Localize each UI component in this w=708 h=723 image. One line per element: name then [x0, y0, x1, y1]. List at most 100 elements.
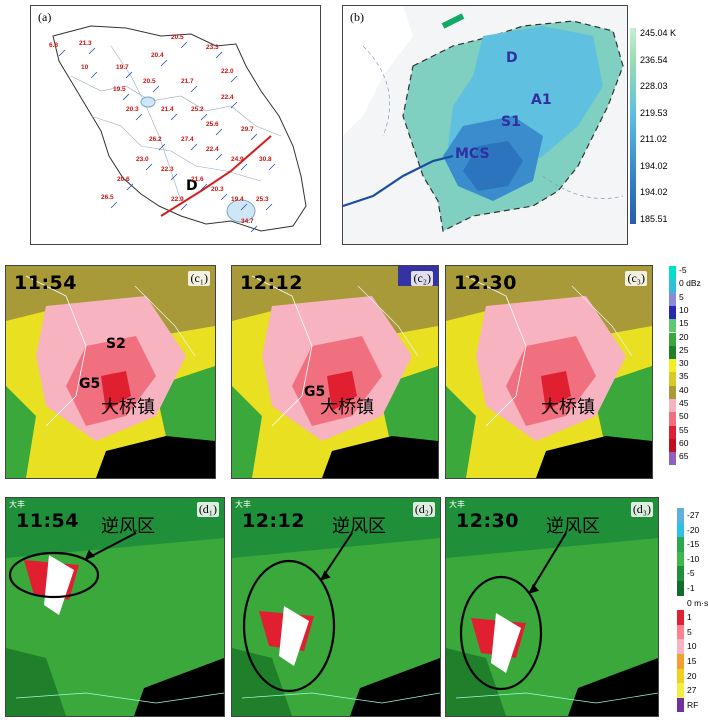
town-label: 大桥镇 — [541, 397, 595, 418]
reflectivity-swatch — [669, 332, 676, 346]
velocity-swatch — [677, 697, 684, 713]
velocity-label: 20 — [687, 670, 697, 681]
velocity-label: -27 — [687, 510, 700, 520]
tbb-colorbar-label: 211.02 — [640, 134, 667, 144]
station-value: 34.7 — [241, 218, 254, 225]
reflectivity-swatch — [669, 345, 676, 360]
reflectivity-label: 35 — [679, 371, 689, 382]
storm-marker-d: D — [186, 178, 198, 194]
reflectivity-panel-label: (c₁) — [188, 271, 210, 286]
station-corner-label: 大丰 — [449, 500, 465, 509]
velocity-label: 15 — [687, 656, 697, 666]
velocity-label: 1 — [687, 612, 692, 623]
panel-b-satellite: (b) D A1 S1 MCS — [342, 5, 628, 245]
wind-barb — [190, 85, 198, 93]
station-value: 22.0 — [221, 68, 234, 75]
station-value: 21.7 — [181, 78, 194, 85]
reflectivity-swatch — [669, 452, 676, 466]
wind-barb — [160, 59, 168, 67]
velocity-swatch — [677, 581, 684, 596]
velocity-swatch — [677, 639, 684, 654]
station-value: 22.4 — [221, 94, 234, 101]
station-values-layer: 6.8 21.3 10 19.7 20.4 20.5 23.3 22.0 20.5 21.7 19.… — [31, 6, 320, 244]
region-mcs: MCS — [455, 146, 490, 162]
wind-barb — [215, 51, 223, 59]
wind-barb — [170, 173, 178, 181]
station-corner-label: 大丰 — [235, 500, 251, 509]
wind-barb — [265, 203, 273, 211]
tbb-colorbar-gradient — [630, 28, 636, 224]
reflectivity-label: 25 — [679, 344, 689, 355]
velocity-swatch — [677, 654, 684, 669]
velocity-swatch — [677, 551, 684, 567]
station-value: 22.4 — [206, 146, 219, 153]
station-value: 21.4 — [161, 106, 174, 113]
reflectivity-label: 60 — [679, 437, 689, 448]
wind-barb — [122, 93, 130, 101]
velocity-swatch — [677, 610, 684, 625]
panel-a-map: (a) D 6.8 21.3 10 19.7 20.4 20.5 23.3 22.0 20.5 2… — [30, 5, 321, 245]
station-value: 23.3 — [206, 44, 219, 51]
reflectivity-label: 55 — [679, 424, 689, 435]
wind-barb — [230, 101, 238, 109]
velocity-time: 12:30 — [456, 510, 519, 532]
velocity-panel-3: 大丰 12:30 (d₃) 逆风区 — [445, 497, 659, 717]
velocity-swatch — [677, 595, 684, 611]
station-value: 25.2 — [191, 106, 204, 113]
wind-barb — [125, 71, 133, 79]
region-a1: A1 — [531, 92, 552, 108]
station-value: 24.9 — [231, 156, 244, 163]
tbb-colorbar-label: 228.03 — [640, 81, 668, 91]
station-value: 20.3 — [211, 186, 224, 193]
reflectivity-panel-1: 11:54 (c₁) 大桥镇 S2 G5 — [5, 265, 216, 479]
wind-barb — [268, 163, 276, 171]
reflectivity-label: 65 — [679, 451, 689, 462]
wind-barb — [58, 49, 66, 57]
reflectivity-label: 45 — [679, 398, 689, 408]
velocity-panel-label: (d₁) — [196, 502, 219, 517]
velocity-panel-label: (d₂) — [412, 502, 435, 517]
reflectivity-time: 11:54 — [14, 272, 77, 294]
wind-barb — [200, 113, 208, 121]
station-value: 26.2 — [149, 136, 162, 143]
reflectivity-panel-label: (c₂) — [411, 271, 433, 286]
velocity-panel-1: 大丰 11:54 (d₁) 逆风区 — [5, 497, 225, 717]
velocity-label: -1 — [687, 583, 695, 593]
station-value: 23.0 — [136, 156, 149, 163]
reflectivity-label: 20 — [679, 331, 689, 342]
station-value: 20.4 — [151, 52, 164, 59]
wind-barb — [215, 153, 223, 161]
wind-barb — [152, 85, 160, 93]
wind-barb — [180, 41, 188, 49]
velocity-colorbar: -27-20-15-10-5-10 m·s⁻¹1510152027RF — [677, 508, 708, 714]
town-label: 大桥镇 — [320, 397, 374, 418]
tbb-colorbar-label: 219.53 — [640, 107, 668, 118]
reflectivity-swatch — [669, 305, 676, 320]
cell-tag-g5: G5 — [79, 376, 101, 392]
wind-barb — [170, 113, 178, 121]
reflectivity-panel-2: 12:12 (c₂) 大桥镇 G5 — [231, 265, 439, 479]
wind-barb — [145, 163, 153, 171]
station-value: 21.3 — [79, 40, 92, 47]
station-value: 25.6 — [206, 121, 219, 128]
wind-barb — [88, 47, 96, 55]
wind-barb — [135, 113, 143, 121]
velocity-swatch — [677, 668, 684, 684]
velocity-swatch — [677, 522, 684, 538]
reflectivity-swatch — [669, 359, 676, 373]
reflectivity-panel-3: 12:30 (c₃) 大桥镇 — [445, 265, 653, 479]
reflectivity-label: 5 — [679, 291, 684, 302]
reflectivity-swatch — [669, 385, 676, 399]
velocity-panel-2: 大丰 12:12 (d₂) 逆风区 — [231, 497, 441, 717]
wind-barb — [230, 75, 238, 83]
velocity-label: 27 — [687, 685, 697, 696]
station-value: 20.5 — [143, 78, 156, 85]
station-value: 20.6 — [117, 176, 130, 183]
reflectivity-swatch — [669, 438, 676, 453]
velocity-swatch — [677, 624, 684, 640]
station-value: 30.8 — [259, 156, 272, 163]
tbb-colorbar-label: 194.02 — [640, 187, 668, 197]
region-s1: S1 — [501, 114, 521, 130]
station-value: 29.7 — [241, 126, 254, 133]
reflectivity-time: 12:30 — [454, 272, 517, 294]
